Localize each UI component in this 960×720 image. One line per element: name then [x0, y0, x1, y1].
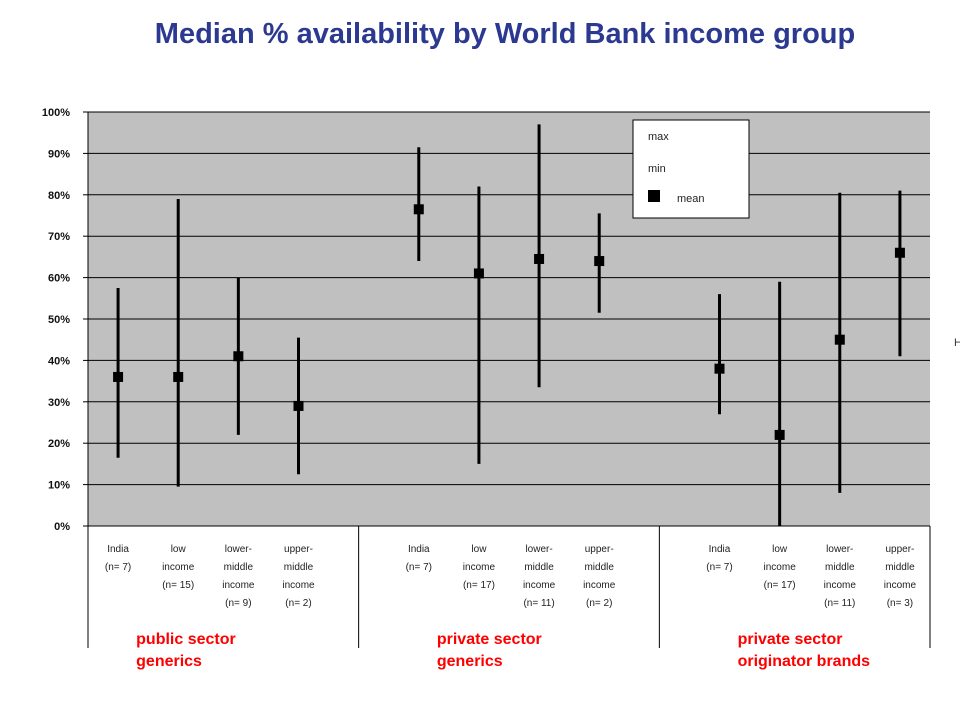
y-tick-label: 0%: [54, 521, 70, 533]
category-label: (n= 2): [586, 598, 612, 609]
category-label: lower-: [826, 544, 853, 555]
group-label: originator brands: [738, 653, 871, 670]
legend-mean-marker: [648, 190, 660, 202]
label-layer: India (n= 7) low income (n= 15) lower-middle i…: [105, 544, 917, 670]
category-label: income: [884, 580, 917, 591]
mean-marker: [774, 429, 785, 440]
y-tick-label: 50%: [48, 314, 70, 326]
y-tick-label: 70%: [48, 231, 70, 243]
category-label: (n= 11): [824, 598, 855, 609]
legend-label-max: max: [648, 131, 669, 143]
category-label: low: [471, 544, 487, 555]
mean-marker: [594, 256, 605, 267]
group-label: generics: [136, 653, 202, 670]
axis-layer: 0% 10% 20% 30% 40% 50% 60% 70% 80% 90% 100%: [42, 107, 931, 648]
category-label: lower-: [525, 544, 552, 555]
legend: max min mean: [632, 119, 750, 219]
group-label: private sector: [437, 631, 542, 648]
mean-marker: [233, 351, 244, 362]
mean-marker: [173, 371, 184, 382]
category-label: income: [162, 562, 195, 573]
category-label: low: [171, 544, 187, 555]
category-label: middle: [284, 562, 314, 573]
category-label: income: [764, 562, 797, 573]
category-label: India: [107, 544, 129, 555]
mean-marker: [413, 204, 424, 215]
category-label: income: [222, 580, 255, 591]
y-tick-label: 60%: [48, 273, 70, 285]
category-label: India: [709, 544, 731, 555]
marks-layer: [113, 124, 905, 526]
y-tick-label: 10%: [48, 480, 70, 492]
y-tick-label: 30%: [48, 397, 70, 409]
mean-marker: [113, 371, 124, 382]
category-label: (n= 15): [162, 580, 194, 591]
category-label: income: [282, 580, 315, 591]
category-label: middle: [524, 562, 554, 573]
category-label: (n= 17): [463, 580, 495, 591]
y-tick-label: 80%: [48, 190, 70, 202]
category-label: (n= 7): [105, 562, 131, 573]
category-label: (n= 9): [225, 598, 251, 609]
category-label: lower-: [225, 544, 252, 555]
category-label: middle: [584, 562, 614, 573]
legend-label-min: min: [648, 163, 666, 175]
category-label: (n= 17): [764, 580, 796, 591]
category-label: income: [583, 580, 616, 591]
legend-label-mean: mean: [677, 193, 705, 205]
category-label: upper-: [284, 544, 313, 555]
category-label: income: [523, 580, 556, 591]
category-label: middle: [885, 562, 915, 573]
y-tick-label: 100%: [42, 107, 70, 119]
chart-title: Median % availability by World Bank inco…: [154, 18, 856, 50]
category-label: low: [772, 544, 788, 555]
y-tick-label: 40%: [48, 355, 70, 367]
category-label: (n= 3): [887, 598, 913, 609]
category-label: upper-: [585, 544, 614, 555]
mean-marker: [293, 400, 304, 411]
category-label: middle: [825, 562, 855, 573]
group-label: generics: [437, 653, 503, 670]
group-label: private sector: [738, 631, 843, 648]
mean-marker: [473, 268, 484, 279]
y-tick-label: 90%: [48, 148, 70, 160]
plot-layer: [88, 111, 930, 527]
mean-marker: [834, 334, 845, 345]
category-label: income: [463, 562, 496, 573]
mean-marker: [534, 253, 545, 264]
group-label: public sector: [136, 631, 236, 648]
category-label: (n= 2): [285, 598, 311, 609]
category-label: upper-: [885, 544, 914, 555]
edge-text: H: [954, 337, 960, 349]
category-label: (n= 11): [523, 598, 554, 609]
mean-marker: [714, 363, 725, 374]
category-label: middle: [224, 562, 254, 573]
y-tick-label: 20%: [48, 438, 70, 450]
category-label: income: [824, 580, 857, 591]
category-label: (n= 7): [406, 562, 432, 573]
category-label: (n= 7): [706, 562, 732, 573]
category-label: India: [408, 544, 430, 555]
mean-marker: [894, 247, 905, 258]
